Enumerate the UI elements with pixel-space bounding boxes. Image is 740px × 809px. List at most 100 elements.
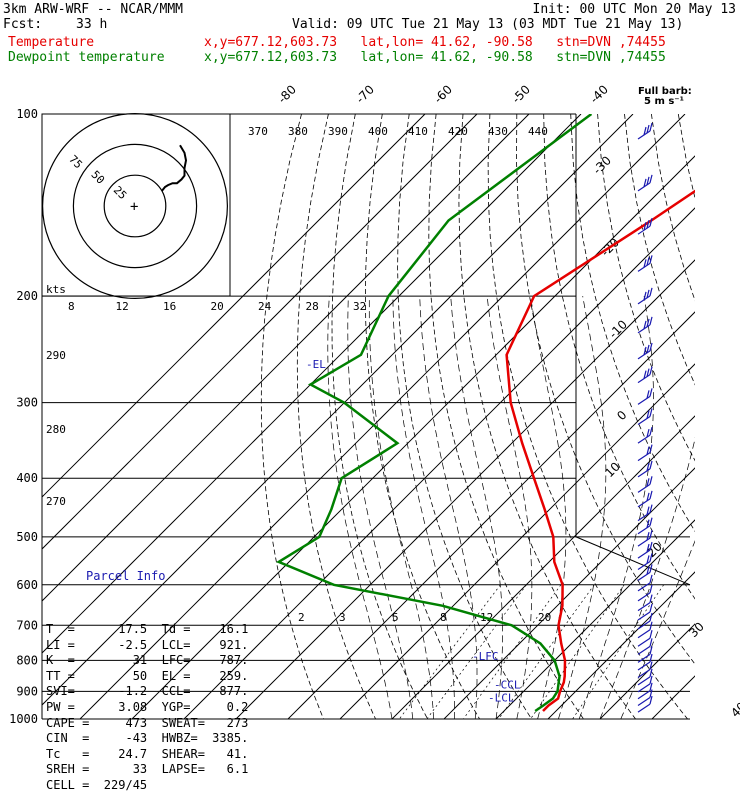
hodograph-units: kts	[46, 283, 66, 296]
isotherm-label: 30	[686, 619, 707, 640]
moist-adiabat-line	[369, 296, 433, 719]
parcel-info-row: SVI= -1.2 CCL= 877.	[46, 684, 248, 700]
wind-barb	[638, 427, 652, 443]
isotherm-label: -60	[431, 82, 455, 106]
wind-barb	[638, 575, 652, 591]
moist-adiabat-line	[531, 296, 566, 719]
dry-adiabat-line	[459, 114, 636, 719]
theta-side-label: 290	[46, 349, 66, 362]
parcel-info-row: LI = -2.5 LCL= 921.	[46, 638, 248, 654]
isotherm-label: 0	[614, 408, 629, 423]
isotherm-line	[184, 114, 740, 719]
dry-adiabat-line	[261, 114, 323, 719]
parcel-info-row: T = 17.5 Td = 16.1	[46, 622, 248, 638]
isotherm-label: -30	[590, 153, 614, 177]
mixing-ratio-label: 8	[440, 611, 447, 624]
isotherm-label: -70	[353, 82, 377, 106]
pressure-label: 900	[16, 684, 38, 698]
hodo-speed-label: 12	[116, 300, 129, 313]
pressure-label: 500	[16, 530, 38, 544]
wind-barb	[638, 585, 652, 601]
parcel-info-row: PW = 3.08 YGP= 0.2	[46, 700, 248, 716]
parcel-info-row: SREH = 33 LAPSE= 6.1	[46, 762, 248, 778]
dry-adiabat-line	[732, 114, 740, 719]
annotation-ccl: -CCL	[494, 679, 521, 692]
pressure-label: 600	[16, 578, 38, 592]
pressure-label: 700	[16, 618, 38, 632]
hodo-speed-label: 24	[258, 300, 272, 313]
isotherm-label: -50	[509, 82, 533, 106]
pressure-label: 400	[16, 471, 38, 485]
pressure-label: 100	[16, 107, 38, 121]
wind-barb	[638, 491, 652, 507]
isotherm-label: -40	[587, 82, 611, 106]
theta-label: 420	[448, 125, 468, 138]
wind-barb	[638, 564, 652, 580]
right-axis-step	[576, 537, 690, 585]
wind-barb	[638, 595, 652, 611]
parcel-info-row: CIN = -43 HWBZ= 3385.	[46, 731, 248, 747]
wind-barb	[638, 317, 652, 333]
theta-label: 380	[288, 125, 308, 138]
theta-side-label: 280	[46, 423, 66, 436]
isotherm-line	[236, 114, 740, 719]
isotherm-line	[340, 114, 740, 719]
dry-adiabat-line	[571, 114, 740, 719]
parcel-info-row: TT = 50 EL = 259.	[46, 669, 248, 685]
parcel-info-row: Tc = 24.7 SHEAR= 41.	[46, 747, 248, 763]
pressure-label: 300	[16, 396, 38, 410]
mixing-ratio-label: 20	[538, 611, 551, 624]
wind-barb	[638, 638, 652, 654]
isotherm-label: -80	[275, 82, 299, 106]
wind-key-units: 5 m s⁻¹	[644, 96, 684, 107]
dry-adiabat-line	[705, 114, 740, 719]
annotation-lfc: -LFC	[472, 650, 499, 663]
mixing-ratio-label: 2	[298, 611, 305, 624]
annotation-el: -EL	[306, 358, 326, 371]
parcel-info-row: CELL = 229/45	[46, 778, 248, 794]
isotherm-label: 10	[602, 459, 623, 480]
pressure-label: 1000	[9, 712, 38, 726]
wind-barb	[638, 476, 652, 492]
moist-adiabat-line	[420, 296, 477, 719]
pressure-label: 200	[16, 289, 38, 303]
hodo-speed-label: 28	[306, 300, 319, 313]
theta-label: 440	[528, 125, 548, 138]
wind-barb	[638, 518, 652, 534]
theta-label: 370	[248, 125, 268, 138]
hodo-speed-label: 20	[211, 300, 224, 313]
dry-adiabat-line	[332, 114, 428, 719]
hodograph-origin: +	[130, 199, 138, 215]
dry-adiabat-line	[398, 114, 532, 719]
hodo-speed-label: 8	[68, 300, 75, 313]
hodo-speed-label: 16	[163, 300, 176, 313]
moist-adiabat-line	[393, 296, 455, 719]
wind-barb	[638, 367, 652, 383]
wind-barb	[638, 408, 652, 424]
hodo-speed-label: 32	[353, 300, 366, 313]
parcel-info-title: Parcel Info	[86, 569, 248, 585]
theta-side-label: 270	[46, 495, 66, 508]
mixing-ratio-label: 3	[339, 611, 346, 624]
wind-barb	[638, 175, 652, 191]
parcel-info-row: CAPE = 473 SWEAT= 273	[46, 716, 248, 732]
wind-barb	[638, 123, 652, 139]
wind-barb	[638, 288, 652, 304]
wind-barb	[638, 461, 652, 477]
isotherm-label: 40	[728, 699, 740, 720]
theta-label: 410	[408, 125, 428, 138]
parcel-info-row: K = 31 LFC= 787.	[46, 653, 248, 669]
annotation-lcl: -LCL	[488, 691, 515, 704]
theta-label: 400	[368, 125, 388, 138]
isotherm-line	[704, 114, 740, 719]
moist-adiabat-line	[579, 296, 653, 719]
isotherm-label: -10	[606, 317, 630, 341]
mixing-ratio-label: 5	[392, 611, 399, 624]
theta-label: 430	[488, 125, 508, 138]
pressure-label: 800	[16, 653, 38, 667]
isotherm-line	[548, 114, 740, 719]
moist-adiabat-line	[621, 296, 740, 719]
theta-label: 390	[328, 125, 348, 138]
wind-barb	[638, 388, 652, 404]
